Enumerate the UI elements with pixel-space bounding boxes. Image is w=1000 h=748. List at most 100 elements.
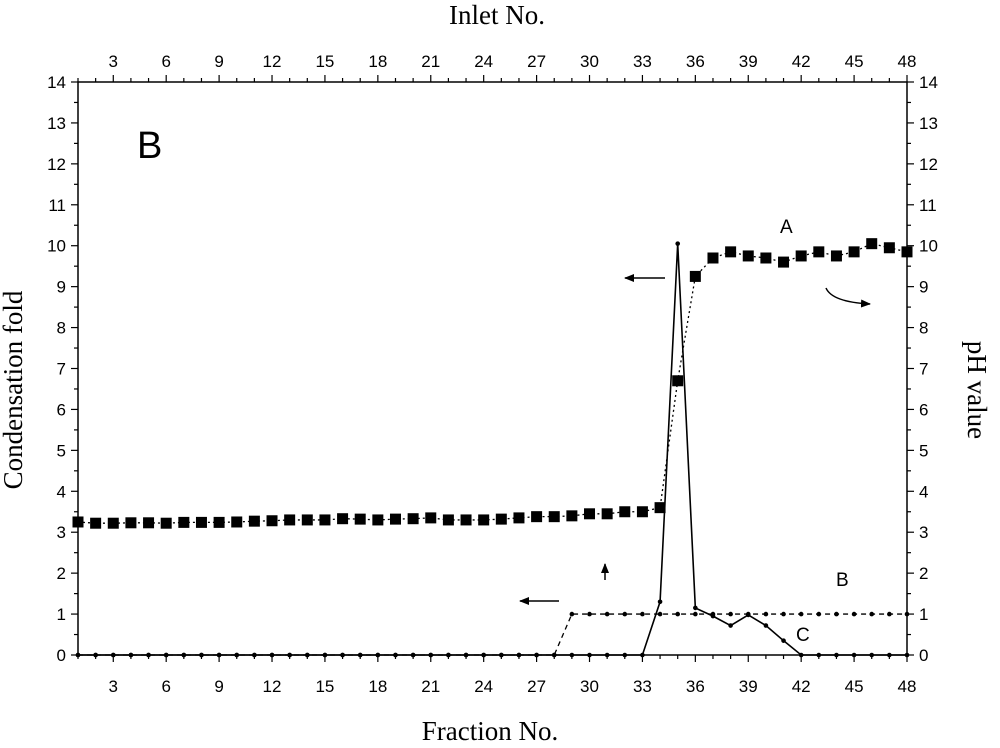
series-c-point: [234, 652, 240, 658]
plot-frame: [77, 81, 908, 656]
series-a-point: [848, 246, 860, 258]
series-c-label: C: [796, 625, 810, 646]
series-c-point: [834, 652, 839, 658]
series-a-point: [513, 512, 525, 524]
series-a-point: [531, 511, 543, 523]
x2-tick-label: 6: [161, 52, 170, 71]
x2-tick-label: 12: [263, 52, 282, 71]
series-c-point: [516, 652, 522, 658]
y-tick-label: 13: [47, 114, 66, 133]
x2-tick-label: 36: [686, 52, 705, 71]
series-b-point: [798, 611, 804, 617]
x-tick-label: 3: [109, 677, 118, 696]
series-a-point: [72, 516, 84, 528]
panel-letter: B: [137, 125, 162, 167]
series-b-point: [834, 611, 839, 617]
series-c-point: [816, 652, 822, 658]
series-a-point: [160, 517, 172, 529]
series-c-point: [252, 652, 257, 658]
x2-tick-label: 33: [633, 52, 652, 71]
series-c-point: [463, 652, 469, 658]
series-b-point: [851, 611, 857, 617]
series-c-point: [375, 652, 381, 658]
series-a-point: [407, 513, 419, 525]
series-c-point: [904, 652, 910, 658]
y-tick-label: 14: [47, 73, 66, 92]
series-a-line: [77, 242, 908, 524]
y2-tick-label: 7: [919, 360, 928, 379]
series-c-point: [622, 652, 628, 658]
x-tick-label: 21: [421, 677, 440, 696]
y-tick-label: 8: [57, 319, 66, 338]
series-a-point: [778, 256, 790, 268]
series-c-point: [781, 638, 786, 643]
series-c-point: [340, 652, 345, 658]
y2-tick-label: 8: [919, 319, 928, 338]
y-tick-label: 7: [57, 360, 66, 379]
x2-tick-label: 45: [845, 52, 864, 71]
series-b-point: [728, 611, 733, 617]
y-tick-label: 4: [57, 482, 66, 501]
series-c-point: [163, 652, 169, 658]
series-c-point: [745, 612, 751, 618]
y-tick-label: 1: [57, 605, 66, 624]
y2-tick-label: 11: [919, 196, 937, 215]
series-b-point: [657, 611, 663, 617]
series-c-point: [587, 652, 592, 658]
series-c-point: [798, 652, 804, 658]
series-c-point: [357, 652, 363, 658]
series-c-point: [481, 652, 486, 658]
y2-axis-title: pH value: [962, 341, 992, 439]
series-b-point: [887, 611, 892, 617]
y2-tick-label: 6: [919, 400, 928, 419]
series-a-point: [795, 250, 807, 262]
series-a-point: [672, 375, 684, 387]
series-c-line: [78, 243, 907, 656]
series-a-point: [654, 502, 666, 514]
series-a-point: [689, 270, 701, 282]
series-a-point: [248, 515, 260, 527]
series-b-point: [781, 611, 786, 617]
series-a-point: [883, 242, 895, 254]
series-c-point: [675, 241, 681, 246]
y-axis-title: Condensation fold: [0, 290, 28, 489]
y-tick-label: 11: [48, 196, 66, 215]
series-a-point: [619, 506, 631, 518]
series-c-point: [534, 652, 539, 658]
x2-axis-title: Inlet No.: [449, 0, 545, 30]
series-a-point: [389, 513, 401, 525]
x-tick-label: 42: [792, 677, 811, 696]
x-tick-label: 15: [315, 677, 334, 696]
series-a-point: [301, 514, 313, 526]
series-c-point: [446, 652, 451, 658]
x-tick-label: 36: [686, 677, 705, 696]
series-c-point: [851, 652, 857, 658]
series-a-point: [125, 517, 137, 529]
series-c-point: [869, 652, 875, 658]
series-b-point: [622, 611, 628, 617]
x2-tick-label: 3: [109, 52, 118, 71]
series-a-point: [90, 517, 102, 529]
x2-tick-label: 39: [739, 52, 758, 71]
series-a-point: [319, 514, 331, 526]
y2-tick-label: 1: [919, 605, 928, 624]
series-a-point: [742, 250, 754, 262]
series-a-point: [284, 514, 296, 526]
series-c-point: [393, 652, 398, 658]
series-a-point: [584, 508, 596, 520]
annotation-layer: [519, 274, 871, 605]
x-tick-label: 24: [474, 677, 493, 696]
series-c-point: [322, 652, 328, 658]
series-a-point: [830, 250, 842, 262]
series-b-point: [587, 611, 592, 617]
series-a-point: [354, 513, 366, 525]
series-a-point: [548, 511, 560, 523]
y-tick-label: 6: [57, 400, 66, 419]
x2-tick-label: 9: [214, 52, 223, 71]
series-c-point: [410, 652, 416, 658]
x2-tick-label: 21: [421, 52, 440, 71]
x2-tick-label: 24: [474, 52, 493, 71]
arrow-a-right-axis: [825, 287, 871, 308]
tick-labels: 3366991212151518182121242427273030333336…: [47, 52, 938, 696]
